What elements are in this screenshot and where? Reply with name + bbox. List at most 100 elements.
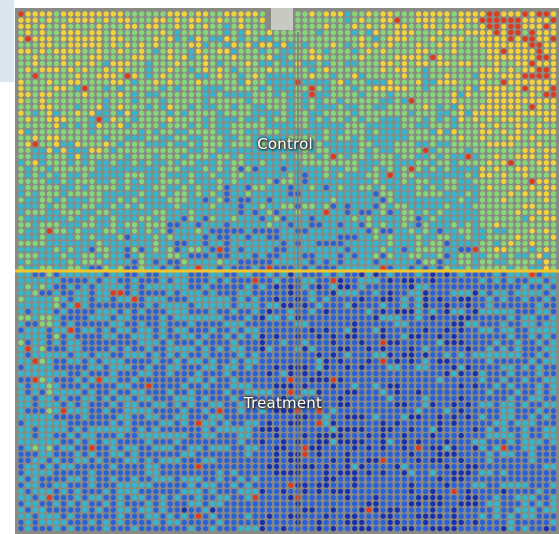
sample-point — [266, 525, 273, 532]
sample-point — [32, 23, 38, 30]
sample-point — [53, 29, 60, 36]
sample-point — [366, 408, 372, 414]
sample-point — [352, 234, 358, 240]
sample-point — [344, 85, 351, 92]
sample-point — [153, 259, 159, 265]
sample-point — [415, 501, 422, 507]
sample-point — [387, 29, 393, 36]
sample-point — [323, 525, 329, 532]
sample-point — [53, 525, 60, 532]
sample-point — [181, 203, 187, 209]
sample-point — [217, 141, 223, 147]
sample-point — [60, 451, 67, 457]
sample-point — [110, 315, 117, 321]
sample-point — [437, 42, 443, 48]
sample-point — [68, 215, 74, 222]
sample-point — [117, 277, 124, 284]
sample-point — [39, 166, 45, 172]
sample-point — [103, 98, 109, 104]
sample-point — [217, 358, 223, 364]
sample-point — [359, 401, 365, 408]
sample-point — [75, 129, 81, 135]
sample-point — [217, 513, 223, 519]
sample-point — [344, 17, 351, 23]
sample-point — [387, 91, 393, 98]
sample-point — [202, 383, 209, 389]
sample-point — [53, 79, 60, 85]
sample-point — [224, 160, 230, 166]
sample-point — [39, 42, 45, 48]
sample-point — [245, 253, 251, 259]
sample-point — [224, 439, 230, 445]
sample-point — [387, 389, 393, 395]
sample-point — [68, 228, 74, 234]
sample-point — [46, 129, 53, 135]
sample-point — [423, 29, 429, 36]
sample-point — [195, 259, 202, 265]
sample-point — [266, 36, 273, 42]
sample-point — [68, 160, 74, 166]
sample-point — [46, 17, 53, 23]
sample-point — [110, 147, 117, 154]
sample-point — [266, 228, 273, 234]
sample-point — [309, 439, 315, 445]
sample-point — [25, 222, 31, 228]
sample-point — [68, 445, 74, 451]
sample-point — [131, 494, 138, 501]
sample-point — [437, 79, 443, 85]
sample-point — [181, 222, 187, 228]
sample-point — [139, 470, 145, 476]
sample-point — [110, 197, 117, 203]
sample-point — [330, 308, 337, 315]
sample-point — [252, 395, 258, 402]
sample-point — [309, 377, 315, 383]
sample-point — [224, 178, 230, 185]
sample-point — [181, 234, 187, 240]
sample-point — [344, 494, 351, 501]
sample-point — [167, 346, 173, 352]
sample-point — [359, 203, 365, 209]
sample-point — [423, 277, 429, 284]
sample-point — [202, 259, 209, 265]
sample-point — [139, 29, 145, 36]
sample-point — [96, 339, 102, 346]
sample-point — [259, 54, 266, 61]
sample-point — [266, 203, 273, 209]
sample-point — [39, 129, 45, 135]
sample-point — [309, 432, 315, 439]
sample-point — [181, 296, 187, 302]
sample-point — [394, 290, 400, 296]
sample-point — [117, 60, 124, 67]
sample-point — [110, 104, 117, 110]
sample-point — [53, 160, 60, 166]
sample-point — [39, 339, 45, 346]
sample-point — [259, 29, 266, 36]
sample-point — [68, 11, 74, 17]
sample-point — [252, 494, 258, 501]
sample-point — [146, 153, 152, 160]
sample-point — [337, 228, 344, 234]
sample-point — [252, 116, 258, 123]
sample-point — [273, 470, 280, 476]
sample-point — [337, 253, 344, 259]
sample-point — [415, 271, 422, 278]
sample-point — [160, 36, 166, 42]
sample-point — [124, 135, 131, 141]
sample-point — [352, 451, 358, 457]
sample-point — [273, 60, 280, 67]
sample-point — [245, 98, 251, 104]
sample-point — [82, 284, 88, 290]
sample-point — [437, 36, 443, 42]
sample-point — [103, 29, 109, 36]
sample-point — [380, 370, 386, 377]
sample-point — [60, 364, 67, 371]
sample-point — [415, 321, 422, 327]
sample-point — [401, 315, 408, 321]
field-map[interactable]: Control Treatment — [15, 8, 559, 534]
sample-point — [53, 91, 60, 98]
sample-point — [195, 122, 202, 129]
sample-point — [423, 178, 429, 185]
sample-point — [273, 141, 280, 147]
sample-point — [96, 271, 102, 278]
sample-point — [252, 501, 258, 507]
